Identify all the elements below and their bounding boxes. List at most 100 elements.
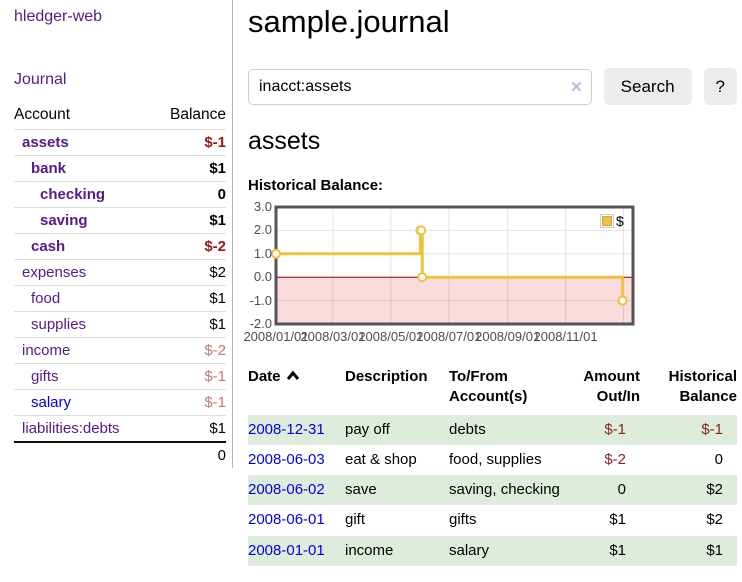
transaction-accounts: salary — [449, 541, 490, 559]
page-title: sample.journal — [248, 4, 450, 39]
brand-link[interactable]: hledger-web — [14, 8, 103, 25]
account-balance: $-2 — [152, 337, 226, 364]
account-link[interactable]: supplies — [31, 316, 87, 333]
transaction-description: eat & shop — [345, 450, 417, 468]
account-link[interactable]: expenses — [22, 264, 87, 281]
date-header-label: Date — [248, 368, 281, 385]
accounts-table: Account Balance assets $-1 bank $1 checking 0… — [14, 103, 226, 468]
account-balance: $1 — [152, 155, 226, 182]
accounts-total-spacer — [14, 441, 153, 468]
chart-legend: $ — [600, 213, 624, 229]
account-balance: $-1 — [152, 363, 226, 390]
y-axis-tick-label: 3.0 — [253, 199, 272, 214]
column-header-date[interactable]: Date — [248, 365, 345, 415]
x-axis-tick-label: 2008/03/01 — [300, 329, 366, 344]
accounts-table-body: assets $-1 bank $1 checking 0 saving $1 cash $-2 e… — [14, 129, 226, 442]
balance-chart: $ 3.0 2.0 1.0 0.0 -1.0 -2.0 2008/01/01 2008/03/… — [243, 199, 737, 353]
account-row: food $1 — [14, 285, 226, 312]
account-row: liabilities:debts $1 — [14, 415, 226, 442]
x-axis-tick-label: 2008/09/01 — [475, 329, 541, 344]
transaction-date-link[interactable]: 2008-06-03 — [248, 450, 325, 468]
transaction-date-link[interactable]: 2008-06-02 — [248, 481, 325, 498]
y-axis-tick-label: -1.0 — [249, 292, 272, 308]
transaction-amount: 0 — [617, 481, 626, 498]
account-balance: $-1 — [152, 129, 226, 156]
x-axis-tick-label: 2008/01/01 — [243, 329, 309, 344]
account-balance: $2 — [152, 259, 226, 286]
x-axis-tick-label: 2008/05/01 — [358, 329, 424, 344]
brand: hledger-web — [14, 8, 226, 26]
y-axis-tick-label: 2.0 — [253, 222, 272, 238]
chart-title: Historical Balance: — [248, 177, 384, 194]
transaction-accounts: saving, checking — [449, 481, 560, 498]
transaction-balance: 0 — [714, 450, 723, 468]
account-link[interactable]: bank — [31, 160, 67, 177]
transaction-date-link[interactable]: 2008-12-31 — [248, 420, 325, 438]
account-balance: 0 — [152, 181, 226, 208]
transaction-description: gift — [345, 511, 366, 529]
account-link[interactable]: income — [22, 342, 71, 359]
transaction-description: save — [345, 481, 377, 498]
account-balance: $1 — [152, 311, 226, 338]
account-balance: $-1 — [152, 389, 226, 416]
transaction-description: pay off — [345, 420, 390, 438]
accounts-header-account: Account — [14, 106, 71, 123]
register-header-row: Date Description To/From Account(s) Amou… — [248, 365, 737, 415]
account-balance: $1 — [152, 285, 226, 312]
transaction-accounts: food, supplies — [449, 450, 542, 468]
legend-swatch-icon — [600, 214, 614, 228]
y-axis-tick-label: 0.0 — [253, 269, 272, 285]
account-heading: assets — [248, 127, 321, 155]
account-link[interactable]: liabilities:debts — [22, 420, 120, 437]
register-table: Date Description To/From Account(s) Amou… — [248, 365, 737, 566]
account-row: income $-2 — [14, 337, 226, 364]
account-link[interactable]: assets — [22, 134, 69, 151]
account-link[interactable]: gifts — [31, 368, 59, 385]
help-button[interactable]: ? — [703, 68, 737, 105]
register-row: 2008-06-03 eat & shop food, supplies $-2 0 — [248, 445, 737, 475]
x-axis-tick-label: 2008/11/01 — [533, 329, 598, 344]
transaction-date-link[interactable]: 2008-06-01 — [248, 511, 325, 529]
register-table-body: 2008-12-31 pay off debts $-1 $-1 2008-06-03 ea… — [248, 414, 737, 566]
transaction-balance: $2 — [706, 481, 723, 498]
clear-search-icon[interactable]: ✕ — [570, 78, 583, 96]
sort-ascending-icon — [286, 370, 299, 380]
x-axis-tick-label: 2008/07/01 — [416, 329, 482, 344]
transaction-balance: $1 — [706, 541, 723, 559]
y-axis-tick-label: -2.0 — [249, 316, 272, 331]
transaction-accounts: debts — [449, 420, 486, 438]
accounts-header-row: Account Balance — [14, 103, 226, 130]
account-link[interactable]: cash — [31, 238, 66, 255]
transaction-date-link[interactable]: 2008-01-01 — [248, 541, 325, 559]
transaction-description: income — [345, 541, 394, 559]
column-header-balance: Historical Balance — [668, 368, 737, 406]
main-content: sample.journal ✕ Search ? assets Histori… — [243, 0, 737, 566]
sidebar-nav: Journal — [14, 71, 226, 89]
register-row: 2008-01-01 income salary $1 $1 — [248, 535, 737, 566]
search-button[interactable]: Search — [603, 68, 692, 105]
account-link[interactable]: salary — [31, 394, 72, 411]
sidebar: hledger-web Journal Account Balance asse… — [0, 0, 233, 468]
account-row: supplies $1 — [14, 311, 226, 338]
column-header-accounts: To/From Account(s) — [449, 368, 528, 406]
accounts-header-balance: Balance — [169, 106, 226, 123]
column-header-amount: Amount Out/In — [583, 368, 640, 406]
account-row: saving $1 — [14, 207, 226, 234]
chart-plot-area — [271, 205, 635, 326]
account-link[interactable]: food — [31, 290, 61, 307]
transaction-accounts: gifts — [449, 511, 477, 529]
account-link[interactable]: checking — [40, 186, 106, 203]
search-box: ✕ — [248, 68, 592, 105]
account-row: assets $-1 — [14, 129, 226, 156]
register-row: 2008-06-02 save saving, checking 0 $2 — [248, 475, 737, 506]
search-input[interactable] — [248, 68, 592, 105]
account-row: bank $1 — [14, 155, 226, 182]
account-link[interactable]: saving — [40, 212, 88, 229]
transaction-amount: $1 — [609, 511, 626, 529]
nav-journal-link[interactable]: Journal — [14, 71, 67, 88]
account-balance: $1 — [152, 207, 226, 234]
account-balance: $-2 — [152, 233, 226, 260]
account-row: expenses $2 — [14, 259, 226, 286]
account-row: cash $-2 — [14, 233, 226, 260]
legend-label: $ — [616, 213, 624, 229]
